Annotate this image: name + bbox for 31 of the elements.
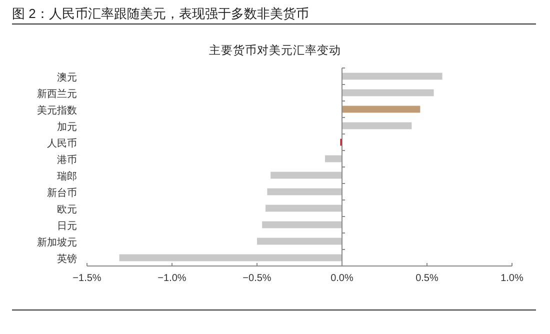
bar	[262, 221, 342, 228]
bar	[266, 204, 342, 212]
y-tick-label: 新台币	[47, 186, 77, 199]
y-tick-label: 英镑	[57, 252, 77, 265]
chart-subtitle: 主要货币对美元汇率变动	[209, 43, 341, 57]
x-tick-label: −1.0%	[158, 273, 186, 284]
chart-title: 图 2：人民币汇率跟随美元，表现强于多数非美货币	[12, 6, 309, 21]
y-tick-label: 美元指数	[37, 104, 77, 116]
bar	[119, 254, 342, 262]
y-tick-label: 港币	[57, 154, 77, 166]
x-tick-label: 0.5%	[416, 273, 439, 284]
y-tick-label: 瑞郎	[57, 170, 77, 182]
y-tick-label: 欧元	[57, 204, 77, 216]
bar	[325, 155, 342, 162]
bar	[342, 72, 442, 80]
x-tick-label: 0.0%	[330, 273, 354, 284]
bar	[257, 238, 342, 245]
y-tick-label: 加元	[57, 120, 77, 133]
bar	[267, 188, 342, 196]
y-tick-label: 澳元	[57, 71, 77, 84]
y-tick-label: 人民币	[47, 137, 77, 150]
y-tick-label: 日元	[57, 220, 77, 232]
bar	[270, 172, 342, 179]
y-tick-label: 新加坡元	[37, 236, 77, 248]
x-tick-label: −0.5%	[242, 273, 272, 284]
x-tick-label: −1.5%	[72, 273, 102, 284]
bar	[342, 89, 434, 96]
bar	[342, 106, 420, 113]
y-tick-label: 新西兰元	[37, 88, 77, 100]
bar	[342, 122, 412, 130]
x-tick-label: 1.0%	[500, 273, 524, 284]
